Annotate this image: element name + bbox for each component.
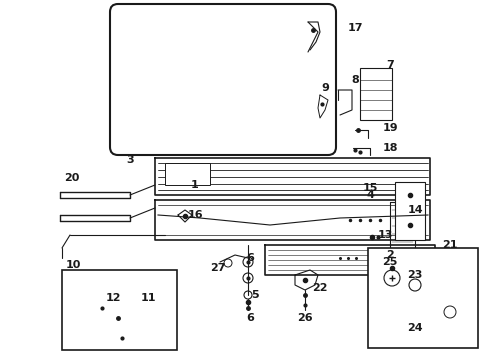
Text: 1: 1 <box>191 180 199 190</box>
Text: 14: 14 <box>407 205 423 215</box>
Polygon shape <box>395 182 425 240</box>
Text: 9: 9 <box>321 83 329 93</box>
Text: 17: 17 <box>347 23 363 33</box>
Bar <box>165 163 210 185</box>
Text: 13: 13 <box>377 230 392 240</box>
Bar <box>62 270 177 350</box>
Text: 22: 22 <box>312 283 328 293</box>
Text: 19: 19 <box>382 123 398 133</box>
Text: 11: 11 <box>140 293 156 303</box>
Text: 25: 25 <box>382 257 398 267</box>
Text: 20: 20 <box>64 173 80 183</box>
Text: 27: 27 <box>210 263 226 273</box>
Text: 21: 21 <box>442 240 458 250</box>
Text: 3: 3 <box>126 155 134 165</box>
Text: 2: 2 <box>386 250 394 260</box>
FancyBboxPatch shape <box>110 4 336 155</box>
Text: 12: 12 <box>105 293 121 303</box>
Text: 10: 10 <box>65 260 81 270</box>
Text: 5: 5 <box>251 290 259 300</box>
Text: 23: 23 <box>407 270 423 280</box>
Text: 4: 4 <box>366 190 374 200</box>
Text: 26: 26 <box>297 313 313 323</box>
Text: 7: 7 <box>386 60 394 70</box>
Text: 8: 8 <box>351 75 359 85</box>
Bar <box>368 248 478 348</box>
Bar <box>360 68 392 120</box>
Text: 6: 6 <box>246 253 254 263</box>
Text: 24: 24 <box>407 323 423 333</box>
Text: 6: 6 <box>246 313 254 323</box>
Text: 16: 16 <box>187 210 203 220</box>
Text: 15: 15 <box>362 183 378 193</box>
Text: 18: 18 <box>382 143 398 153</box>
